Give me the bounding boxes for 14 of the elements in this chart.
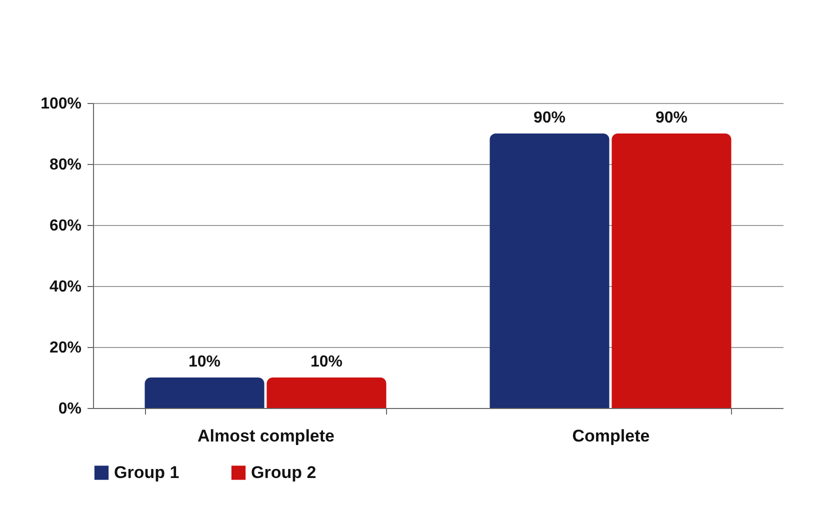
y-tick-label: 60% [49, 218, 82, 234]
y-tick-label: 100% [40, 96, 82, 112]
legend-label: Group 2 [251, 462, 316, 482]
data-label: 10% [188, 354, 221, 370]
x-tick-label: Almost complete [198, 426, 334, 446]
data-label: 90% [655, 110, 688, 126]
y-tick-label: 80% [49, 156, 82, 174]
legend-label: Group 1 [114, 462, 180, 482]
x-tick-label: Complete [572, 426, 650, 446]
data-label: 10% [310, 354, 342, 370]
y-tick-label: 40% [49, 278, 82, 296]
y-tick-label: 20% [49, 340, 82, 356]
y-tick-label: 0% [58, 400, 82, 418]
data-label: 90% [534, 110, 566, 126]
